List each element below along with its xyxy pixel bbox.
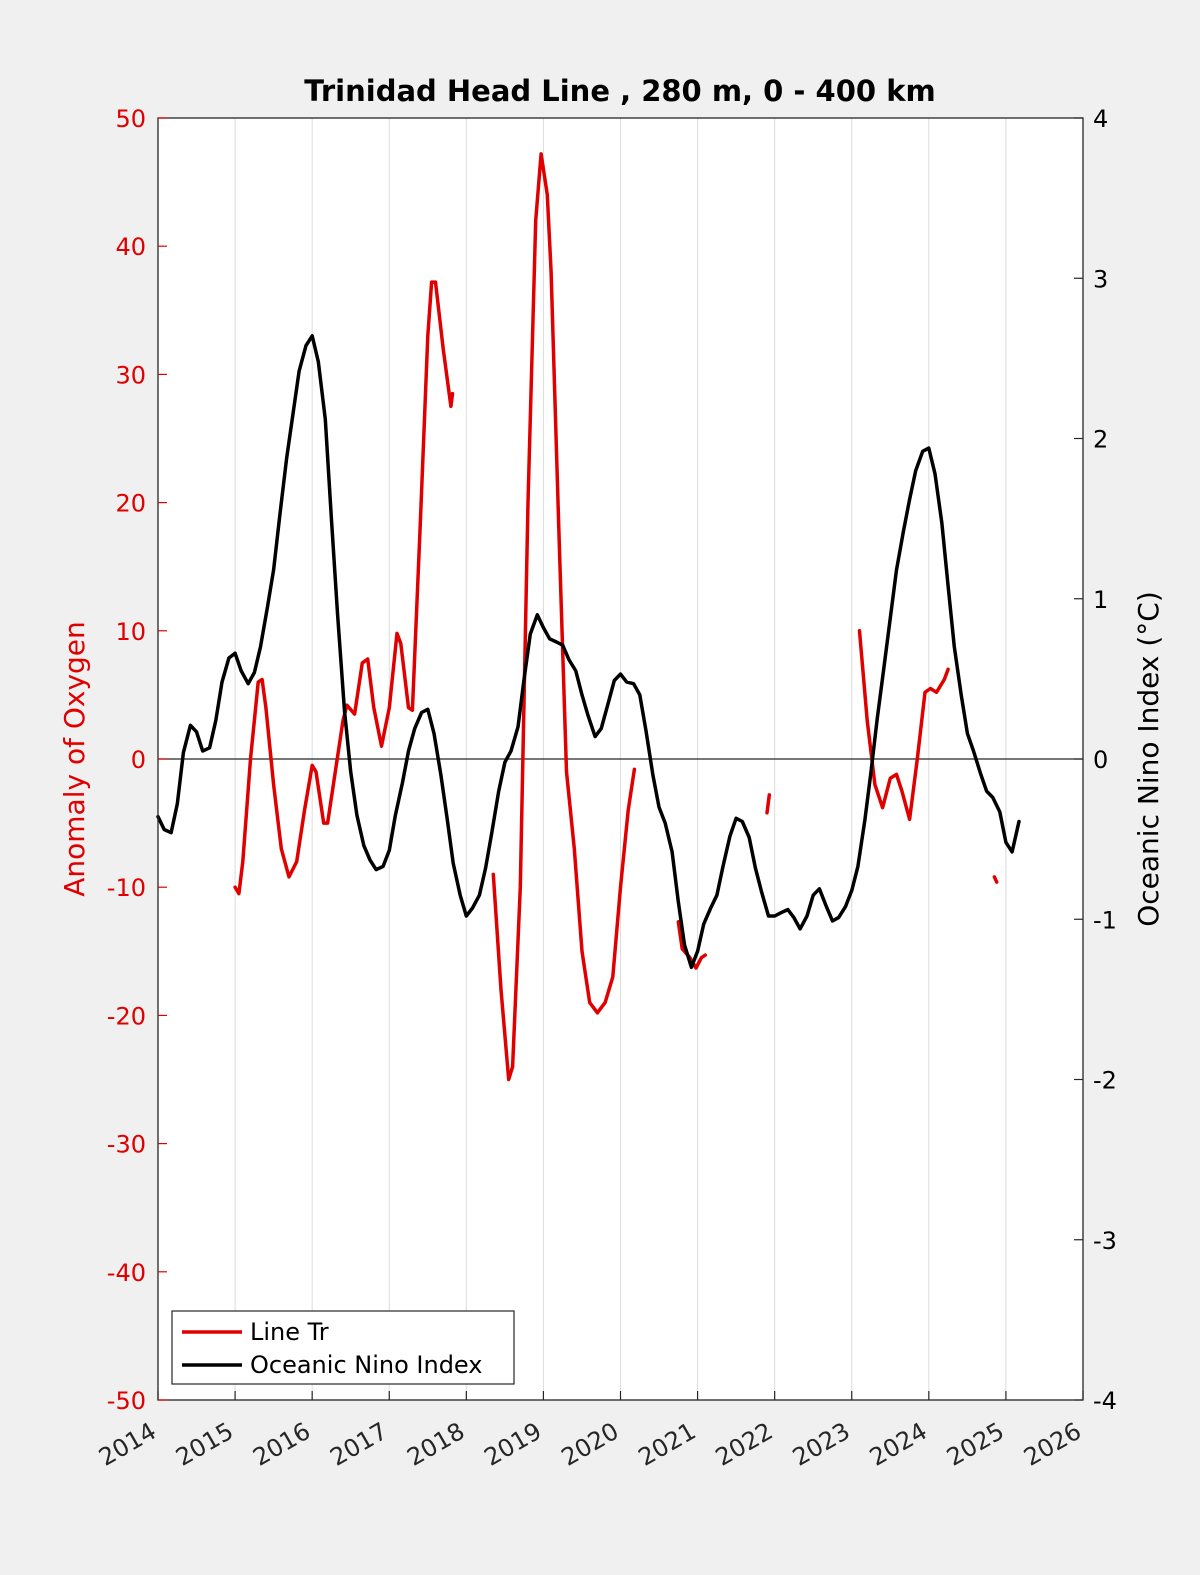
y-left-tick-label: 30 <box>115 361 146 389</box>
oxygen-anomaly-line-segment-5 <box>992 875 999 884</box>
oxygen-anomaly-line-segment-1 <box>491 152 637 1082</box>
y-axis-right-label: Oceanic Nino Index (°C) <box>1132 591 1165 927</box>
y-right-tick-label: -1 <box>1093 906 1117 934</box>
y-left-tick-label: 10 <box>115 618 146 646</box>
y-right-tick-label: -4 <box>1093 1387 1117 1415</box>
legend: Line Tr Oceanic Nino Index <box>171 1310 515 1385</box>
y-right-tick-label: -3 <box>1093 1227 1117 1255</box>
oxygen-anomaly-line-segment-3 <box>765 793 772 815</box>
ticks-layer: 2014 2015 2016 2017 2018 2019 2020 2021 2022 2023… <box>94 105 1117 1472</box>
legend-box <box>171 1310 515 1385</box>
y-left-tick-label: -30 <box>107 1131 146 1159</box>
y-axis-left-label: Anomaly of Oxygen <box>58 621 91 897</box>
y-right-tick-label: 2 <box>1093 426 1108 454</box>
y-right-tick-label: 4 <box>1093 105 1108 133</box>
y-left-tick-label: 40 <box>115 233 146 261</box>
series-layer <box>156 152 1021 1082</box>
y-left-tick-label: -20 <box>107 1002 146 1030</box>
oxygen-anomaly-line-segment-4 <box>857 629 950 822</box>
oni-line-segment-0 <box>156 334 1021 970</box>
y-left-tick-label: 20 <box>115 490 146 518</box>
y-left-tick-label: -40 <box>107 1259 146 1287</box>
chart-title: Trinidad Head Line , 280 m, 0 - 400 km <box>304 74 935 108</box>
y-left-tick-label: -50 <box>107 1387 146 1415</box>
y-right-tick-label: 0 <box>1093 746 1108 774</box>
y-right-tick-label: 3 <box>1093 265 1108 293</box>
y-left-tick-label: 50 <box>115 105 146 133</box>
y-right-tick-label: -2 <box>1093 1067 1117 1095</box>
legend-label-oni: Oceanic Nino Index <box>250 1351 482 1379</box>
y-left-tick-label: 0 <box>131 746 146 774</box>
y-left-tick-label: -10 <box>107 874 146 902</box>
legend-label-oxygen: Line Tr <box>250 1318 329 1346</box>
y-right-tick-label: 1 <box>1093 586 1108 614</box>
